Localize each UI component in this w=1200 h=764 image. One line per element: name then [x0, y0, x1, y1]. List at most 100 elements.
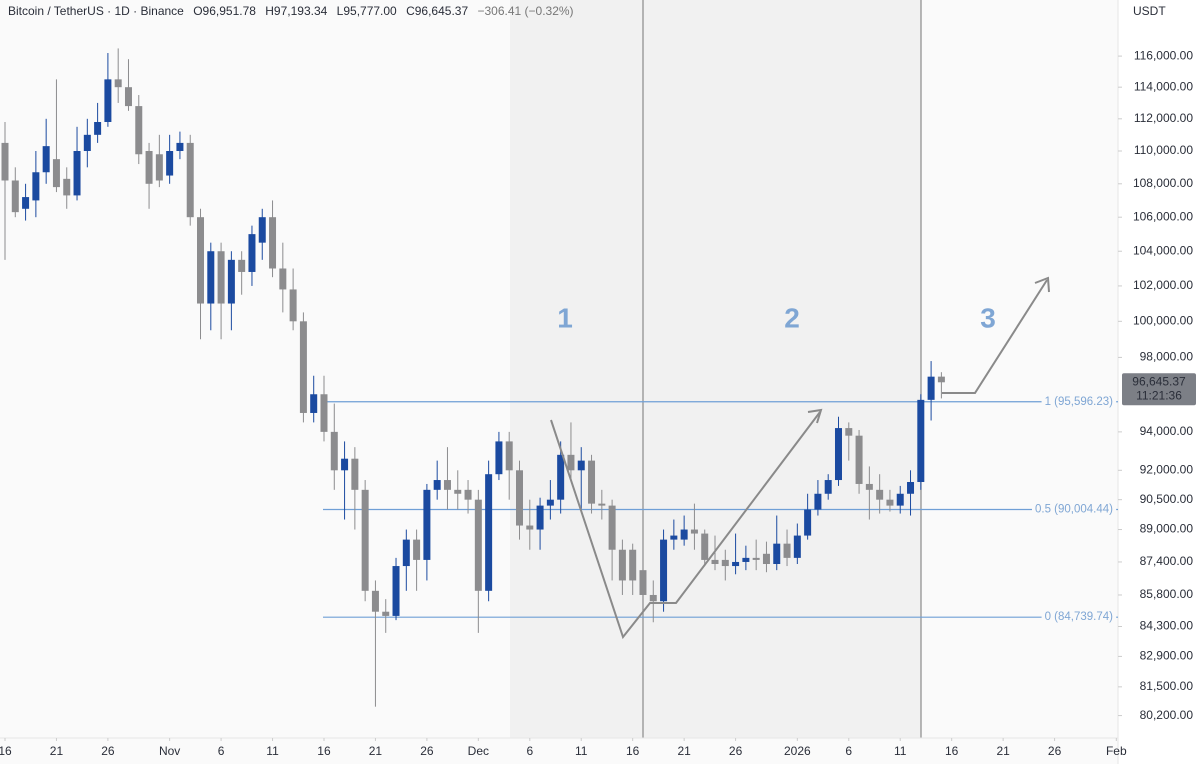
price-badge — [1122, 373, 1196, 406]
candle-body — [351, 458, 359, 490]
x-tick-label: Dec — [468, 744, 489, 758]
x-tick-label: 21 — [369, 744, 383, 758]
candle-body — [855, 435, 863, 484]
candle-body — [649, 594, 657, 602]
candle-body — [289, 289, 297, 322]
x-tick-label: 16 — [0, 744, 12, 758]
y-tick-label: 112,000.00 — [1134, 111, 1193, 125]
fib-label: 1 (95,596.23) — [1045, 396, 1114, 408]
x-tick-label: 21 — [677, 744, 691, 758]
candle-body — [495, 441, 503, 475]
candle-body — [732, 561, 740, 567]
x-tick-label: 16 — [317, 744, 331, 758]
candle-body — [485, 474, 493, 591]
candle-body — [927, 376, 935, 400]
shaded-region — [510, 0, 921, 738]
fib-layer: 1 (95,596.23) 0.5 (90,004.44) 0 (84,739.74… — [323, 395, 1118, 624]
wave-label: 1 — [557, 302, 573, 333]
x-tick-label: 26 — [729, 744, 743, 758]
candle-body — [711, 559, 719, 565]
open-label: O96,951.78 — [193, 4, 256, 18]
price-badge-countdown: 11:21:36 — [1136, 388, 1182, 402]
low-label: L95,777.00 — [337, 4, 397, 18]
x-tick-label: 26 — [101, 744, 115, 758]
y-tick-label: 89,000.00 — [1140, 522, 1194, 536]
x-tick-label: 26 — [1048, 744, 1062, 758]
candle-body — [371, 590, 379, 612]
candle-body — [94, 122, 102, 135]
candle-body — [762, 553, 770, 565]
candle-body — [546, 499, 554, 506]
x-tick-label: 6 — [845, 744, 852, 758]
x-tick-label: 6 — [526, 744, 533, 758]
candle-body — [588, 460, 596, 504]
candle-body — [577, 460, 585, 471]
candle-body — [834, 428, 842, 481]
fib-label-bg — [1031, 503, 1117, 516]
candle-body — [32, 172, 40, 201]
y-tick-label: 106,000.00 — [1133, 209, 1193, 223]
candle-body — [22, 197, 30, 209]
y-tick-label: 85,800.00 — [1140, 587, 1194, 601]
x-tick-label: 21 — [50, 744, 64, 758]
y-tick-label: 94,000.00 — [1140, 424, 1194, 438]
x-tick-label: Feb — [1106, 744, 1127, 758]
candle-body — [63, 178, 71, 196]
candle-body — [299, 321, 307, 413]
candle-body — [114, 79, 122, 88]
candle-body — [52, 159, 60, 188]
candle-body — [783, 543, 791, 558]
candle-body — [876, 489, 884, 500]
candle-body — [721, 559, 729, 567]
y-tick-label: 81,500.00 — [1140, 679, 1194, 693]
arrow-head — [1034, 276, 1050, 293]
candle-body — [341, 458, 349, 471]
y-tick-label: 104,000.00 — [1133, 243, 1193, 257]
candle-body — [680, 529, 688, 540]
candle-body — [567, 454, 575, 471]
candle-body — [145, 151, 153, 184]
candle-body — [413, 539, 421, 560]
symbol: Bitcoin / TetherUS · 1D · Binance — [8, 4, 184, 18]
y-tick-label: 116,000.00 — [1134, 48, 1193, 62]
candle-body — [42, 146, 50, 173]
candle-body — [279, 268, 287, 290]
x-tick-label: 21 — [996, 744, 1010, 758]
y-tick-label: 82,900.00 — [1140, 649, 1194, 663]
x-tick-label: 16 — [945, 744, 959, 758]
candle-body — [1, 142, 9, 181]
candle-body — [207, 251, 215, 304]
candle-body — [865, 483, 873, 490]
x-tick-label: 2026 — [784, 744, 811, 758]
header: Bitcoin / TetherUS · 1D · Binance O96,95… — [8, 4, 574, 18]
x-tick-label: 11 — [894, 744, 907, 758]
candle-body — [423, 489, 431, 560]
candle-body — [320, 394, 328, 432]
y-tick-label: 108,000.00 — [1133, 176, 1193, 190]
high-label: H97,193.34 — [265, 4, 327, 18]
candle-body — [608, 505, 616, 550]
wave-path — [942, 279, 1048, 394]
candle-body — [197, 217, 205, 304]
wave-path — [550, 411, 821, 640]
candle-body — [804, 509, 812, 536]
candle-body — [176, 142, 184, 152]
y-tick-label: 98,000.00 — [1140, 350, 1194, 364]
candle-body — [361, 489, 369, 591]
candle-body — [824, 480, 832, 494]
x-tick-label: 11 — [266, 744, 279, 758]
candle-body — [701, 533, 709, 560]
x-tick-label: 16 — [626, 744, 640, 758]
candle-body — [248, 234, 256, 272]
y-tick-label: 100,000.00 — [1133, 313, 1193, 327]
y-tick-label: 92,000.00 — [1140, 462, 1194, 476]
currency: USDT — [1133, 4, 1166, 18]
close-label: C96,645.37 — [406, 4, 468, 18]
candle-body — [454, 489, 462, 494]
y-tick-label: 80,200.00 — [1140, 708, 1194, 722]
candle-body — [937, 376, 945, 383]
candle-body — [886, 499, 894, 506]
candle-body — [814, 493, 822, 510]
candle-body — [104, 79, 112, 123]
